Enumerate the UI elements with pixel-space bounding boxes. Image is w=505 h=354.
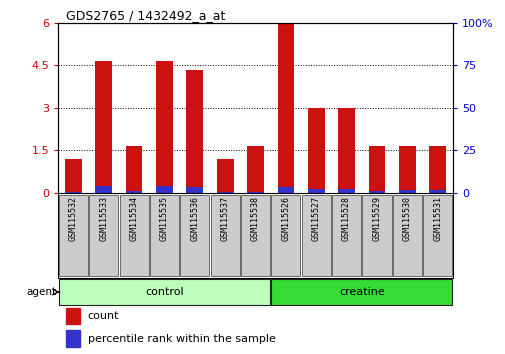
- Text: GSM115532: GSM115532: [69, 196, 78, 241]
- Bar: [186, 187, 203, 193]
- Bar: [422, 195, 451, 276]
- Bar: [301, 195, 330, 276]
- Bar: [217, 159, 233, 193]
- Text: GSM115528: GSM115528: [341, 196, 350, 241]
- Bar: [398, 146, 415, 193]
- Bar: [277, 23, 294, 193]
- Bar: [217, 192, 233, 193]
- Text: GSM115535: GSM115535: [160, 196, 169, 241]
- Bar: [149, 195, 179, 276]
- Text: GSM115536: GSM115536: [190, 196, 199, 241]
- Bar: [429, 190, 445, 193]
- Bar: [277, 187, 294, 193]
- Bar: [89, 195, 118, 276]
- Bar: [247, 192, 264, 193]
- Bar: [247, 146, 264, 193]
- Bar: [119, 195, 148, 276]
- Bar: [398, 190, 415, 193]
- Bar: [66, 308, 80, 324]
- Bar: [210, 195, 239, 276]
- Bar: [95, 186, 112, 193]
- Bar: [95, 61, 112, 193]
- Text: count: count: [88, 310, 119, 321]
- Bar: [240, 195, 270, 276]
- Bar: [331, 195, 361, 276]
- Text: GDS2765 / 1432492_a_at: GDS2765 / 1432492_a_at: [66, 9, 225, 22]
- Bar: [271, 279, 451, 305]
- Bar: [429, 146, 445, 193]
- Text: GSM115530: GSM115530: [402, 196, 411, 241]
- Bar: [368, 146, 385, 193]
- Bar: [65, 159, 82, 193]
- Text: GSM115533: GSM115533: [99, 196, 108, 241]
- Text: GSM115538: GSM115538: [250, 196, 260, 241]
- Bar: [337, 189, 355, 193]
- Text: GSM115534: GSM115534: [129, 196, 138, 241]
- Bar: [180, 195, 209, 276]
- Bar: [59, 279, 270, 305]
- Text: GSM115527: GSM115527: [311, 196, 320, 241]
- Bar: [59, 195, 88, 276]
- Bar: [126, 146, 142, 193]
- Bar: [307, 108, 324, 193]
- Bar: [126, 191, 142, 193]
- Bar: [156, 61, 173, 193]
- Bar: [362, 195, 391, 276]
- Bar: [271, 195, 300, 276]
- Text: GSM115531: GSM115531: [432, 196, 441, 241]
- Text: creatine: creatine: [338, 287, 384, 297]
- Bar: [368, 191, 385, 193]
- Text: GSM115537: GSM115537: [220, 196, 229, 241]
- Text: GSM115529: GSM115529: [372, 196, 381, 241]
- Bar: [337, 108, 355, 193]
- Text: percentile rank within the sample: percentile rank within the sample: [88, 333, 275, 344]
- Text: control: control: [145, 287, 183, 297]
- Bar: [186, 70, 203, 193]
- Bar: [65, 192, 82, 193]
- Bar: [66, 331, 80, 347]
- Text: agent: agent: [26, 287, 57, 297]
- Bar: [392, 195, 421, 276]
- Bar: [156, 186, 173, 193]
- Bar: [307, 189, 324, 193]
- Text: GSM115526: GSM115526: [281, 196, 290, 241]
